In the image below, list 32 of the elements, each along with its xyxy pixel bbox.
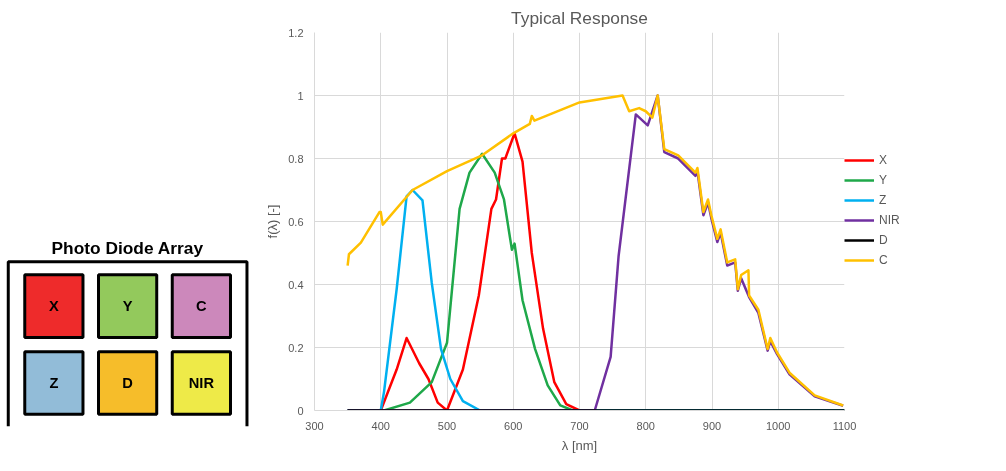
y-tick-label: 0.4: [288, 278, 304, 291]
legend-label: C: [879, 253, 889, 267]
legend-label: NIR: [879, 213, 900, 227]
text: Z: [49, 375, 59, 391]
legend-label: X: [879, 153, 888, 167]
x-tick-label: 700: [570, 419, 589, 432]
x-tick-label: 900: [702, 419, 722, 432]
legend-label: Z: [879, 193, 888, 207]
y-tick-label: 0.8: [288, 152, 304, 165]
text: Y: [122, 298, 133, 315]
x-tick-label: 800: [636, 419, 655, 432]
x-axis-title: λ [nm]: [561, 437, 598, 453]
x-tick-label: 1100: [832, 419, 857, 432]
text: C: [196, 298, 208, 315]
x-tick-label: 600: [504, 419, 523, 432]
y-tick-label: 0.2: [288, 341, 304, 354]
x-tick-label: 400: [371, 419, 390, 432]
text: X: [48, 298, 59, 315]
legend-label: Y: [879, 173, 888, 187]
text: Photo Diode Array: [51, 238, 204, 259]
x-tick-label: 500: [437, 419, 457, 432]
y-tick-label: 0.6: [288, 215, 304, 228]
y-axis-title: f(λ) [-]: [265, 204, 281, 239]
legend-label: D: [879, 233, 889, 247]
text: NIR: [188, 375, 215, 391]
chart-title: Typical Response: [511, 7, 648, 28]
x-tick-label: 300: [305, 419, 324, 432]
text: D: [122, 375, 133, 391]
y-tick-label: 1: [297, 89, 304, 102]
y-tick-label: 1.2: [288, 26, 304, 39]
x-tick-label: 1000: [766, 419, 791, 432]
y-tick-label: 0: [297, 404, 304, 417]
